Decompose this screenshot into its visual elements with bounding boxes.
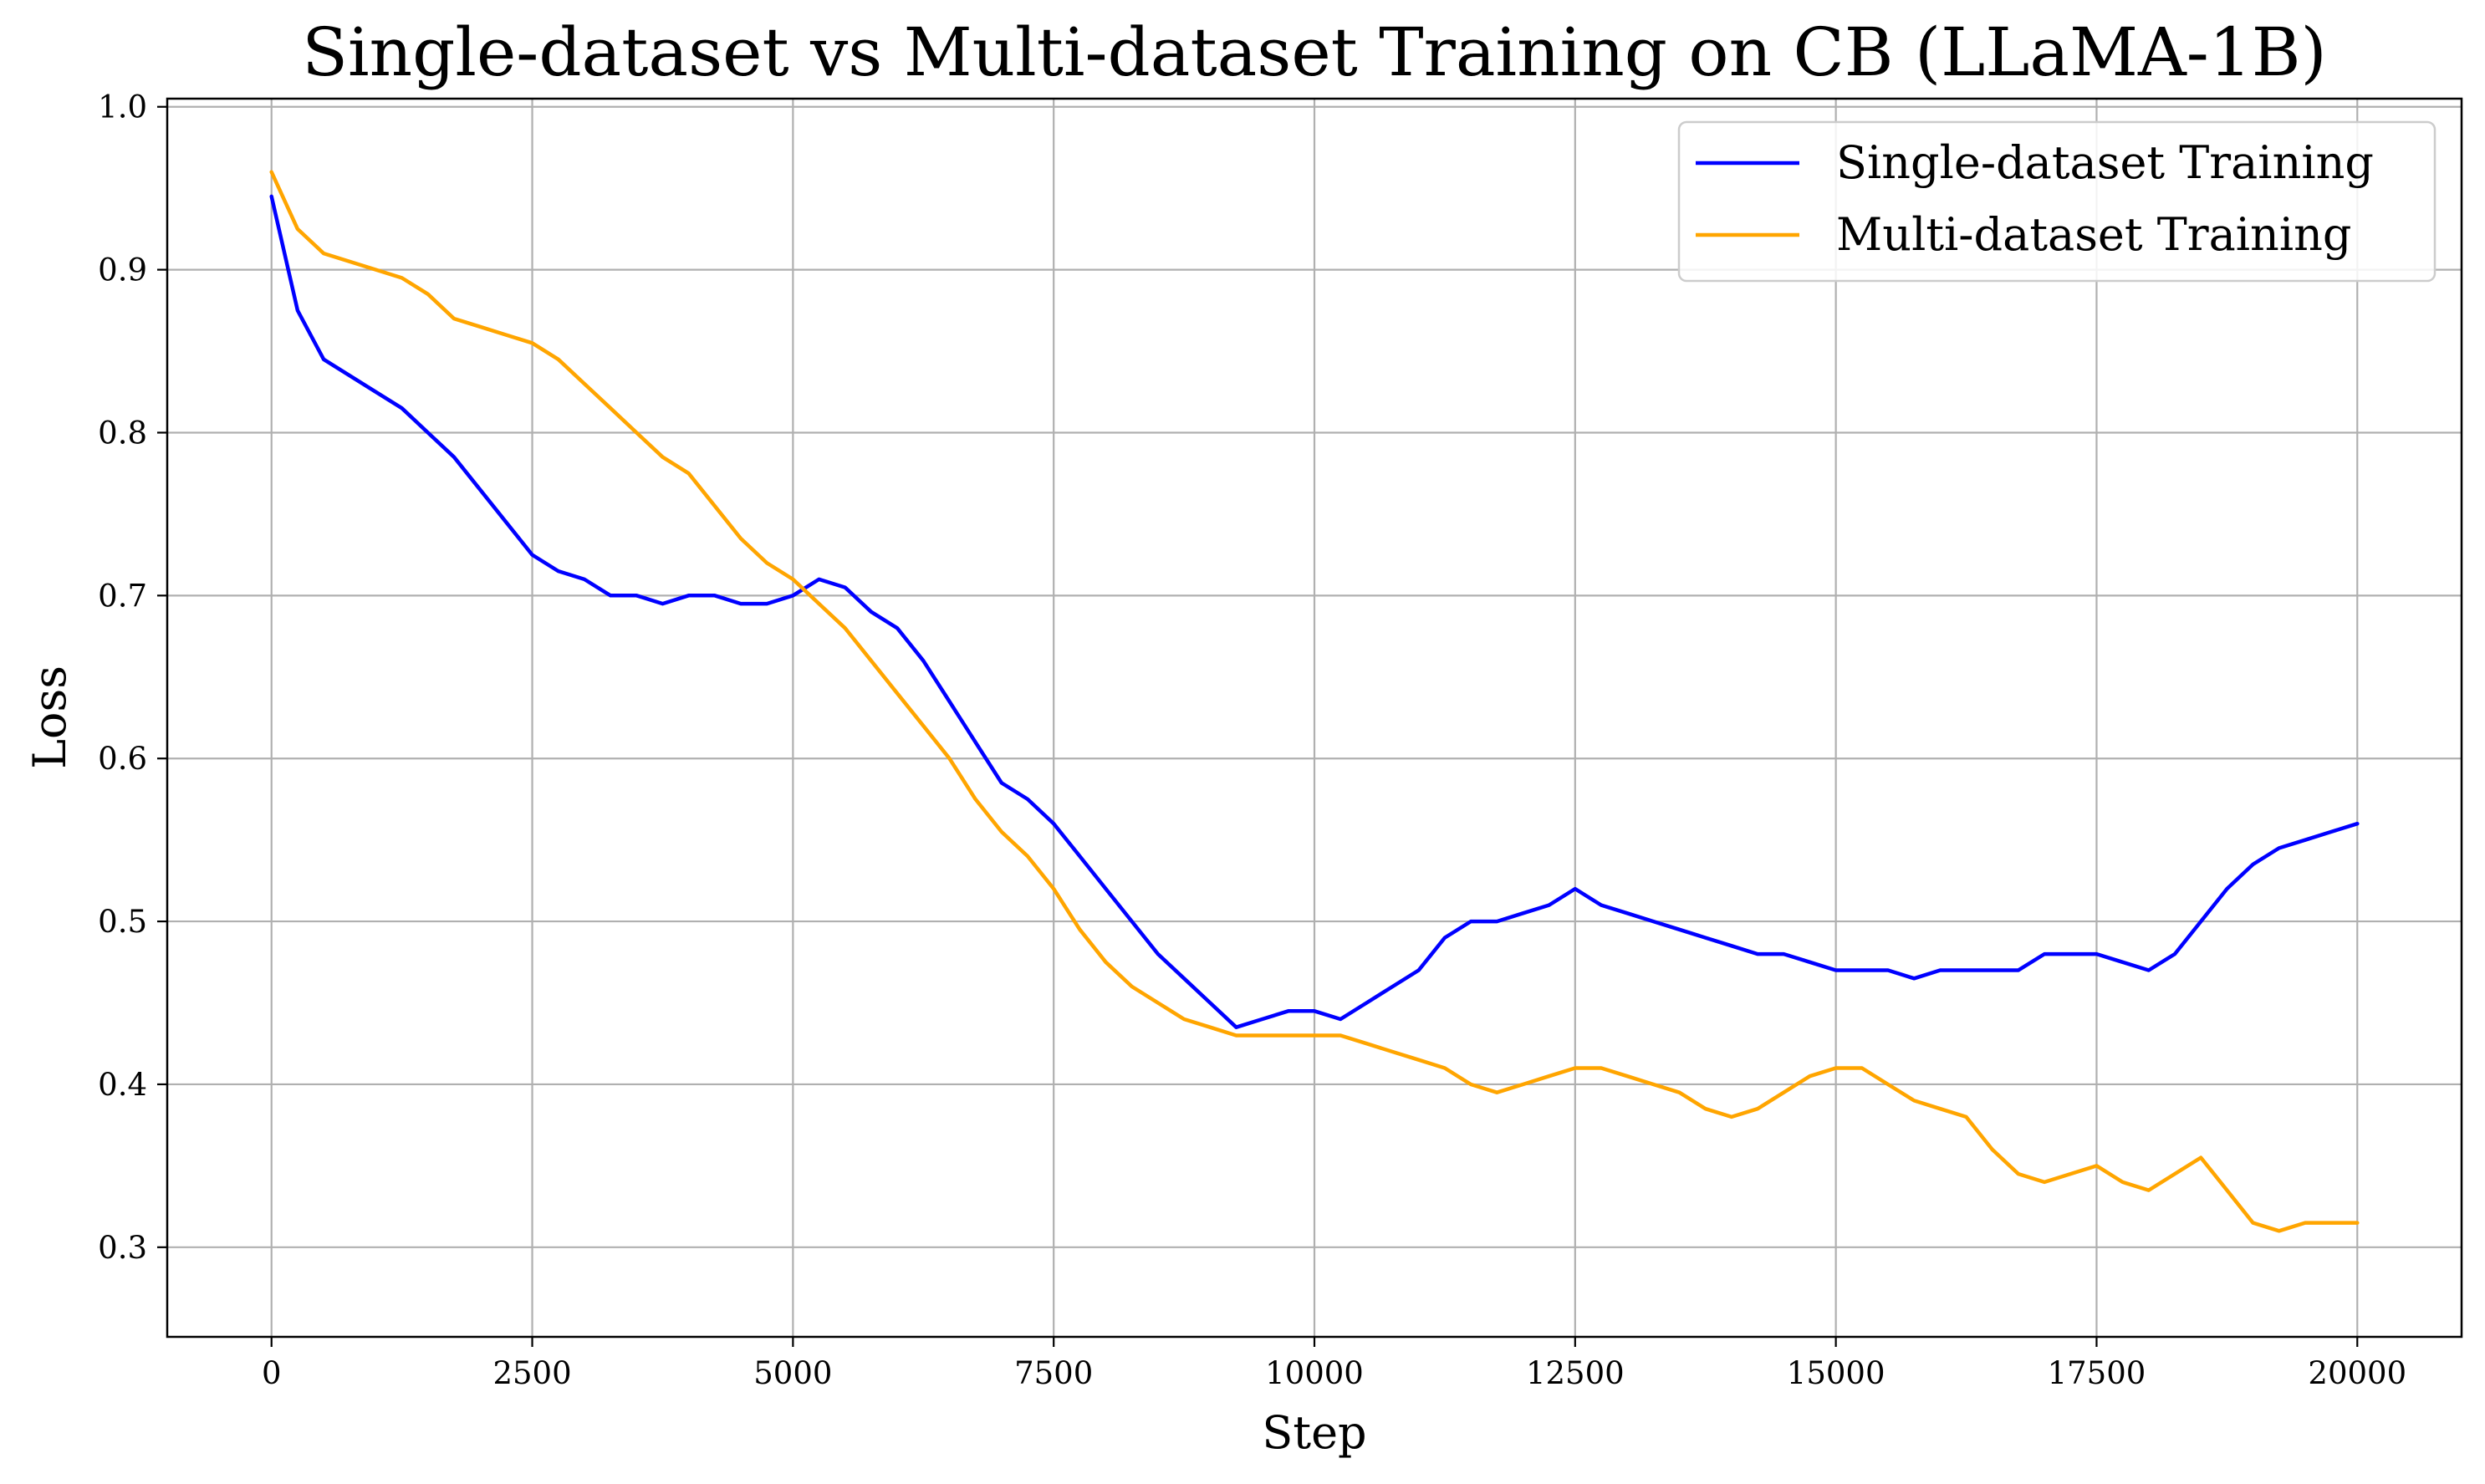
grid-layer (167, 99, 2462, 1337)
x-tick-label: 0 (262, 1355, 282, 1391)
series-line-multi-dataset (269, 170, 2360, 1233)
x-tick-label: 5000 (753, 1355, 832, 1391)
y-tick-label: 0.8 (98, 415, 147, 451)
legend-label-single: Single-dataset Training (1836, 136, 2374, 189)
series-line-single-dataset (269, 194, 2360, 1029)
x-axis-label: Step (1262, 1406, 1366, 1459)
tick-layer: 0 2500 5000 7500 10000 12500 15000 17500 20000 0.… (98, 89, 2406, 1391)
y-tick-label: 0.6 (98, 741, 147, 777)
series-layer (269, 170, 2360, 1233)
y-tick-label: 0.5 (98, 904, 147, 940)
y-tick-label: 0.3 (98, 1230, 147, 1266)
legend-box (1677, 120, 2437, 283)
x-tick-label: 15000 (1787, 1355, 1885, 1391)
x-tick-label: 20000 (2308, 1355, 2406, 1391)
y-tick-label: 1.0 (98, 89, 147, 125)
y-tick-label: 0.4 (98, 1067, 147, 1103)
x-tick-label: 10000 (1265, 1355, 1364, 1391)
y-tick-label: 0.7 (98, 578, 147, 614)
y-tick-label: 0.9 (98, 252, 147, 288)
x-tick-label: 17500 (2048, 1355, 2146, 1391)
x-tick-label: 12500 (1526, 1355, 1625, 1391)
legend-label-multi: Multi-dataset Training (1836, 208, 2351, 261)
x-tick-label: 7500 (1014, 1355, 1093, 1391)
y-axis-label: Loss (23, 666, 76, 769)
chart-title: Single-dataset vs Multi-dataset Training… (302, 13, 2326, 91)
legend: Single-dataset Training Multi-dataset Tr… (1677, 120, 2437, 283)
x-tick-label: 2500 (492, 1355, 571, 1391)
